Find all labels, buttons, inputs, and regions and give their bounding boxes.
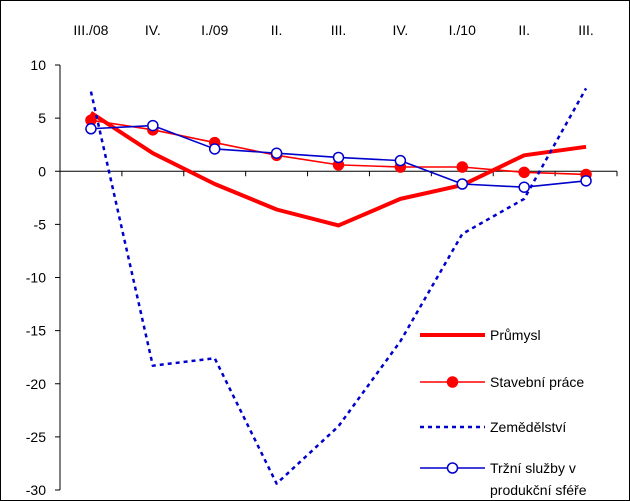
x-tick-label: III. [578, 22, 594, 38]
legend-marker-1 [446, 376, 459, 388]
axes: 10 5 0 -5 -10 -15 -20 -25 -30 III./08 IV. I./09 II. I… [26, 22, 618, 498]
legend: Průmysl Stavební práce Zemědělství Tržní sl… [420, 327, 587, 498]
y-tick-label: 0 [38, 163, 46, 179]
y-tick-label: -30 [26, 482, 46, 498]
legend-label-3: Tržní služby v [490, 460, 576, 476]
x-tick-label: IV. [145, 22, 161, 38]
x-tick-label: I./09 [201, 22, 228, 38]
data-point [518, 181, 530, 193]
legend-label-3: produkční sféře [490, 482, 587, 498]
data-point [394, 154, 407, 167]
legend-label-0: Průmysl [490, 327, 541, 343]
y-tick-label: -5 [34, 216, 47, 232]
y-tick-label: -10 [26, 270, 46, 286]
y-tick-label: 10 [30, 57, 46, 73]
data-point [580, 175, 592, 187]
y-tick-label: -25 [26, 429, 46, 445]
x-tick-label: I./10 [449, 22, 476, 38]
legend-label-1: Stavební práce [490, 374, 584, 390]
x-tick-label: III./08 [73, 22, 108, 38]
legend-marker-3 [446, 462, 459, 474]
series-line-0 [89, 111, 587, 228]
data-point [518, 166, 530, 179]
data-point [85, 123, 97, 135]
x-tick-label: II. [518, 22, 530, 38]
series-group [85, 87, 592, 485]
legend-label-2: Zemědělství [490, 419, 566, 435]
x-tick-label: IV. [392, 22, 408, 38]
data-point [270, 147, 283, 159]
data-point [147, 119, 159, 132]
x-tick-label: II. [271, 22, 283, 38]
data-point [456, 178, 469, 190]
y-tick-label: 5 [38, 110, 46, 126]
x-tick-label: III. [331, 22, 347, 38]
data-point [208, 143, 221, 155]
y-tick-label: -15 [26, 323, 46, 339]
data-point [332, 151, 345, 164]
y-tick-label: -20 [26, 376, 46, 392]
data-point [456, 161, 469, 173]
